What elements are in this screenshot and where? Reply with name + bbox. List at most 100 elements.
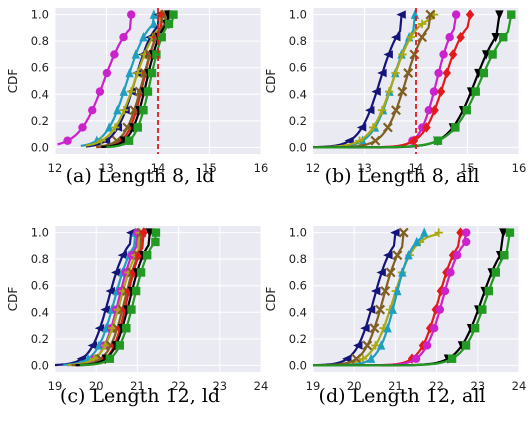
data-point [391, 68, 400, 78]
data-point [452, 251, 462, 260]
data-point [445, 33, 454, 42]
data-point [430, 105, 439, 116]
data-point [164, 19, 174, 29]
data-point [433, 136, 443, 145]
data-point [375, 304, 386, 315]
data-point [122, 324, 131, 333]
data-point [390, 228, 400, 237]
data-point [151, 228, 161, 237]
x-tick-label: 20 [89, 379, 104, 393]
x-tick-label: 24 [254, 379, 269, 393]
data-point [105, 354, 115, 363]
data-point [358, 354, 368, 363]
y-tick-label: 0.4 [31, 87, 49, 101]
data-point [117, 251, 128, 260]
data-point [397, 86, 408, 97]
data-point [462, 106, 471, 115]
data-point [422, 122, 431, 133]
data-point [119, 86, 128, 96]
data-point [133, 68, 142, 78]
data-point [505, 228, 515, 237]
data-point [491, 33, 500, 43]
plot-area [55, 226, 261, 372]
data-point [451, 123, 460, 132]
data-point [406, 33, 415, 42]
data-point [448, 49, 458, 60]
data-point [63, 136, 72, 145]
chart-title: (a) Length 8, ld [66, 165, 215, 187]
data-point [417, 32, 428, 43]
data-point [143, 87, 153, 96]
data-point [462, 237, 471, 247]
data-point [507, 10, 516, 19]
x-tick-label: 22 [171, 379, 186, 393]
data-point [447, 354, 457, 363]
data-point [376, 340, 386, 350]
data-point [169, 10, 178, 19]
data-point [442, 67, 452, 79]
x-tick-label: 13 [99, 161, 114, 175]
data-point [142, 251, 152, 260]
data-point [410, 9, 420, 19]
data-point [355, 136, 364, 145]
data-point [470, 324, 480, 333]
y-tick-label: 0.0 [31, 140, 49, 154]
data-point [113, 105, 122, 115]
data-point [119, 33, 128, 42]
data-point [435, 305, 445, 314]
chart-panel-4: 19 20 21 22 23 24 0.0 0.2 0.4 0.6 0.8 1.0 CDF (d) Len… [264, 226, 526, 407]
chart-title: (d) Length 12, all [319, 385, 486, 407]
data-point [94, 324, 105, 333]
data-point [391, 33, 401, 42]
data-point [110, 50, 119, 59]
y-tick-label: 0.2 [289, 114, 307, 128]
data-point [125, 67, 134, 78]
data-point [390, 105, 401, 116]
x-tick-label: 23 [212, 379, 227, 393]
data-point [383, 251, 393, 260]
data-point [388, 304, 397, 314]
data-point [478, 305, 487, 314]
x-tick-label: 12 [306, 161, 321, 175]
data-point [383, 323, 392, 333]
x-tick-label: 15 [202, 161, 217, 175]
data-point [115, 341, 125, 350]
y-tick-label: 0.8 [289, 34, 307, 48]
data-point [481, 50, 491, 60]
data-point [380, 286, 391, 297]
series-8 [313, 228, 515, 367]
data-point [436, 86, 446, 97]
data-point [499, 33, 508, 42]
y-tick-label: 0.0 [31, 358, 49, 372]
data-point [365, 106, 375, 115]
y-axis-label: CDF [6, 287, 20, 312]
data-point [409, 49, 420, 60]
data-point [139, 227, 148, 238]
data-point [479, 68, 489, 78]
data-point [488, 50, 497, 59]
y-tick-label: 0.4 [289, 305, 307, 319]
data-point [149, 18, 158, 29]
data-point [430, 324, 439, 333]
data-point [102, 68, 112, 78]
data-point [351, 353, 362, 364]
series-group [57, 9, 178, 149]
y-axis-label: CDF [6, 69, 20, 94]
data-point [360, 324, 370, 333]
series-line [313, 232, 511, 367]
data-point [465, 9, 475, 20]
data-point [342, 354, 352, 363]
data-point [422, 341, 432, 350]
data-point [131, 49, 141, 59]
data-point [412, 236, 421, 247]
data-point [396, 10, 406, 19]
y-tick-label: 0.6 [289, 279, 307, 293]
data-point [398, 267, 407, 277]
data-point [370, 135, 381, 146]
data-point [384, 87, 394, 96]
chart-title: (b) Length 8, all [325, 165, 480, 187]
y-tick-label: 0.2 [289, 332, 307, 346]
data-point [97, 136, 106, 145]
data-point [126, 87, 136, 96]
